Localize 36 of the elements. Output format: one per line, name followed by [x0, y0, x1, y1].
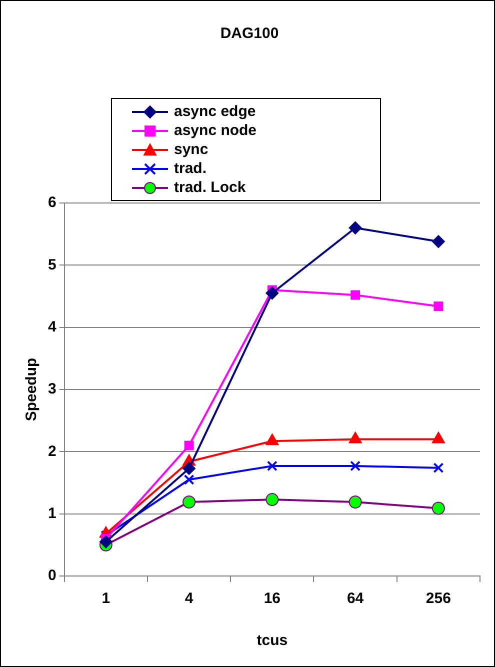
- legend-label: trad. Lock: [174, 178, 246, 197]
- point: [99, 535, 112, 548]
- point: [433, 462, 444, 474]
- y-tick-label: 0: [48, 567, 56, 584]
- point: [432, 502, 445, 515]
- point: [350, 290, 360, 300]
- point: [184, 474, 194, 485]
- y-tick-label: 1: [48, 504, 56, 522]
- y-tick-label: 3: [48, 380, 56, 398]
- x-tick-label: 1: [102, 590, 110, 608]
- x-tick-label: 64: [346, 590, 364, 608]
- y-tick-label: 4: [48, 318, 57, 336]
- y-tick-label: 6: [48, 194, 56, 212]
- x-axis-title: tcus: [256, 632, 288, 650]
- y-tick-label: 2: [48, 442, 56, 460]
- legend-label: sync: [174, 140, 208, 159]
- x-tick-label: 256: [426, 590, 451, 608]
- y-tick-label: 5: [48, 256, 56, 274]
- point: [266, 493, 279, 506]
- point: [182, 496, 196, 509]
- point: [184, 440, 194, 450]
- y-axis-title: Speedup: [23, 358, 40, 422]
- point: [182, 462, 196, 475]
- point: [348, 496, 362, 509]
- legend-label: async edge: [174, 102, 256, 121]
- point: [266, 460, 278, 472]
- point: [266, 286, 279, 300]
- legend-label: trad.: [174, 159, 207, 178]
- point: [434, 301, 444, 311]
- point: [350, 460, 361, 472]
- chart-title: DAG100: [220, 25, 279, 42]
- x-tick-label: 4: [184, 590, 194, 608]
- point: [432, 235, 445, 248]
- x-tick-label: 16: [264, 590, 281, 608]
- point: [348, 221, 362, 234]
- legend-label: async node: [174, 121, 257, 140]
